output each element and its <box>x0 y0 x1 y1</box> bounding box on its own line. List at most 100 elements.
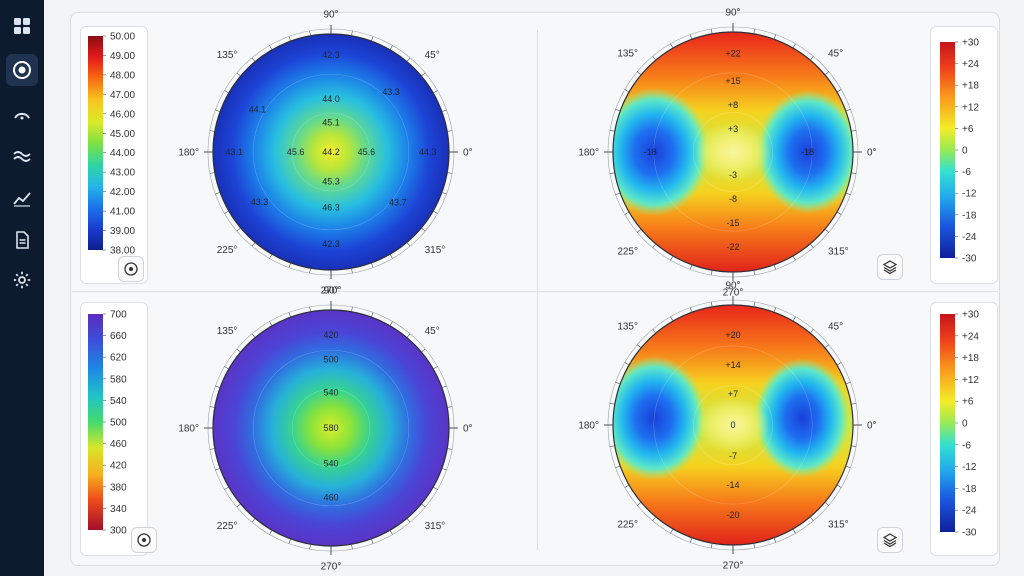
angle-label: 45° <box>425 50 440 61</box>
inner-ring <box>653 345 813 505</box>
angle-tick <box>851 172 857 175</box>
map-value-label: +7 <box>728 389 738 399</box>
angle-tick <box>836 211 842 215</box>
layers-icon <box>882 260 898 275</box>
map-value-label: -18 <box>644 147 657 157</box>
layers-button-bottom[interactable] <box>877 527 903 553</box>
nav-topography[interactable] <box>6 54 38 86</box>
colorbar-label: 380 <box>110 482 127 493</box>
map-value-label: 580 <box>323 423 338 433</box>
document-icon <box>16 231 29 249</box>
angle-tick <box>624 362 630 366</box>
angle-label: 90° <box>323 10 338 21</box>
anterior-elevation-map <box>613 32 853 272</box>
nav-report[interactable] <box>6 224 38 256</box>
colorbar-label: 420 <box>110 461 127 472</box>
angle-tick <box>389 45 393 50</box>
angle-tick <box>433 210 438 214</box>
angle-tick <box>753 28 756 34</box>
angle-tick <box>236 348 241 353</box>
nav-waves[interactable] <box>6 140 38 172</box>
angle-label: 45° <box>425 326 440 337</box>
angle-tick <box>224 210 229 214</box>
angle-tick <box>351 30 353 36</box>
colorbar-label: 340 <box>110 504 127 515</box>
colorbar-label: 47.00 <box>110 90 135 101</box>
angle-tick <box>406 518 411 523</box>
angle-tick <box>615 192 621 196</box>
layers-button-top[interactable] <box>877 254 903 280</box>
nav-curvature[interactable] <box>6 98 38 130</box>
colorbar-label: -18 <box>962 484 977 495</box>
map-value-label: +22 <box>725 49 740 59</box>
angle-tick <box>809 329 814 334</box>
angle-label: 225° <box>617 519 638 530</box>
nav-dashboard[interactable] <box>6 10 38 42</box>
colorbar-label: 48.00 <box>110 70 135 81</box>
angle-tick <box>251 242 256 247</box>
trend-icon <box>13 192 31 207</box>
colorbar-label: -12 <box>962 189 977 200</box>
colorbar-label: -30 <box>962 528 977 539</box>
angle-tick <box>447 406 453 408</box>
angle-tick <box>689 264 693 270</box>
angle-tick <box>792 43 796 49</box>
colorbar-label: 49.00 <box>110 51 135 62</box>
angle-tick <box>710 270 713 276</box>
colorbar-label: -6 <box>962 440 971 451</box>
dashboard-icon <box>14 18 30 34</box>
gear-icon <box>13 271 31 289</box>
angle-tick <box>836 484 842 488</box>
angle-tick <box>824 228 829 233</box>
angle-tick <box>836 362 842 366</box>
focus-button-top[interactable] <box>118 256 144 282</box>
map-value-label: 420 <box>323 330 338 340</box>
angle-tick <box>441 385 447 388</box>
angle-tick <box>309 30 311 36</box>
colorbar-label: 38.00 <box>110 246 135 257</box>
posterior-elevation-map <box>613 305 853 545</box>
angle-tick <box>845 192 851 196</box>
angle-label: 0° <box>463 424 473 435</box>
colorbar-label: +24 <box>962 331 979 342</box>
angle-tick <box>609 129 615 132</box>
inner-ring <box>252 349 410 507</box>
angle-tick <box>288 312 291 318</box>
angle-label: 90° <box>725 8 740 19</box>
colorbar-label: 0 <box>962 146 968 157</box>
colorbar <box>940 42 955 258</box>
angle-label: 90° <box>725 281 740 292</box>
colorbar-label: +24 <box>962 59 979 70</box>
map-value-label: +15 <box>725 76 740 86</box>
map-value-label: 540 <box>323 458 338 468</box>
inner-ring <box>693 112 773 192</box>
angle-tick <box>710 543 713 549</box>
angle-tick <box>406 57 411 62</box>
angle-tick <box>753 301 756 307</box>
angle-tick <box>215 109 221 112</box>
polar-grid-bottom-right: 90° 45° 0° 315° 270° 225° 180° 135° +20 +14 +7 0 -7 -… <box>578 281 876 572</box>
map-value-label: 42.3 <box>322 239 340 249</box>
angle-label: 270° <box>321 286 342 297</box>
focus-button-bottom[interactable] <box>131 527 157 553</box>
angle-tick <box>851 445 857 448</box>
colorbar-label: +30 <box>962 38 979 49</box>
column-divider <box>537 30 538 550</box>
angle-label: 180° <box>178 148 199 159</box>
colorbar-label: -18 <box>962 210 977 221</box>
angle-tick <box>689 34 693 40</box>
nav-settings[interactable] <box>6 264 38 296</box>
angle-tick <box>609 445 615 448</box>
angle-tick <box>441 468 447 471</box>
inner-ring <box>653 72 813 232</box>
colorbar-label: +6 <box>962 124 974 135</box>
layers-icon <box>882 533 898 548</box>
angle-label: 135° <box>617 49 638 60</box>
nav-trends[interactable] <box>6 182 38 214</box>
angle-tick <box>433 486 438 490</box>
angle-tick <box>792 316 796 322</box>
angle-tick <box>824 501 829 506</box>
angle-tick <box>209 406 215 408</box>
angle-tick <box>836 89 842 93</box>
angle-tick <box>224 366 229 370</box>
